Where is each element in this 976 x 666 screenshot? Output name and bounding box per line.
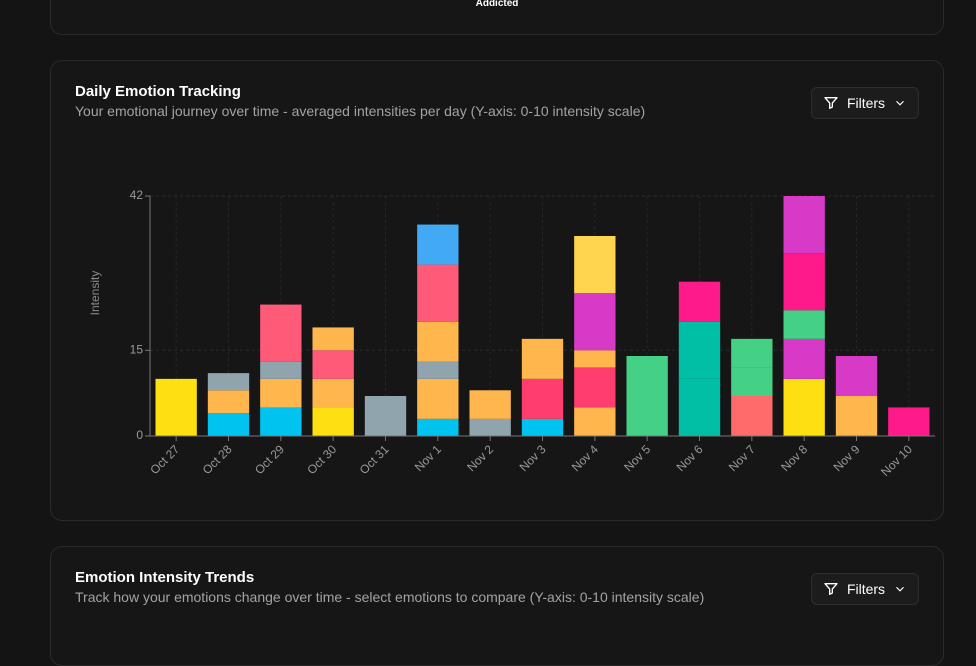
filters-button[interactable]: Filters <box>811 87 919 119</box>
bar-segment <box>574 407 616 436</box>
card-title: Emotion Intensity Trends <box>75 569 255 586</box>
chevron-icon <box>896 586 904 592</box>
top-card: Addicted <box>50 0 944 35</box>
bar-segment <box>417 224 459 265</box>
bar-segment <box>260 407 302 436</box>
bar-segment <box>469 390 511 419</box>
x-tick-label: Oct 28 <box>200 442 235 477</box>
filter-icon <box>824 97 838 109</box>
bar-segment <box>364 396 407 436</box>
card-subtitle: Track how your emotions change over time… <box>75 589 705 605</box>
card-title: Daily Emotion Tracking <box>75 83 241 100</box>
bar-segment <box>207 373 250 391</box>
bar-segment <box>731 396 773 436</box>
x-tick-label: Nov 5 <box>621 442 653 474</box>
bar-segment <box>888 407 930 436</box>
page: { "top_card": {"label": "Addicted"}, "ch… <box>50 0 944 666</box>
bar-segment <box>574 236 616 294</box>
x-tick-label: Oct 30 <box>304 442 339 477</box>
bar-segment <box>521 418 564 436</box>
bar-segment <box>574 350 616 368</box>
x-tick-label: Nov 6 <box>674 442 706 474</box>
x-tick-label: Oct 27 <box>147 442 182 477</box>
y-axis-label: Intensity <box>88 271 102 316</box>
bar-segment <box>678 378 721 436</box>
bar-segment <box>783 378 825 436</box>
filter-icon <box>824 583 838 595</box>
bar-segment <box>731 367 773 396</box>
bar-segment <box>312 407 354 436</box>
bar-segment <box>312 350 354 379</box>
bar-segment <box>678 281 721 322</box>
x-tick-label: Nov 3 <box>517 442 549 474</box>
bar-segment <box>783 196 825 254</box>
bar-segment <box>155 378 197 436</box>
bar-segment <box>312 378 354 408</box>
bar-segment <box>783 338 825 379</box>
button-label: Filters <box>846 581 886 597</box>
y-tick-label: 15 <box>130 342 144 356</box>
bar-segment <box>260 378 302 408</box>
bar-segment <box>260 304 302 362</box>
bar-segment <box>835 396 878 436</box>
bar-segment <box>207 390 250 414</box>
card-subtitle: Your emotional journey over time - avera… <box>75 103 646 119</box>
bar-segment <box>417 378 459 419</box>
x-tick-label: Nov 8 <box>778 442 810 474</box>
bar-segment <box>783 310 825 339</box>
chart: Intensity 0 15 42 Oct 27 Oct 28 Oct 29 Oct 30 O… <box>88 188 935 479</box>
bar-segment <box>783 253 825 311</box>
bar-segment <box>417 418 459 436</box>
bar-segment <box>521 338 564 379</box>
bar-segment <box>574 293 616 351</box>
chart-card: Daily Emotion Tracking Your emotional jo… <box>50 60 944 521</box>
y-tick-label: 0 <box>136 428 143 442</box>
x-tick-label: Nov 9 <box>831 442 863 474</box>
bar-segment <box>417 361 459 379</box>
bar-segment <box>312 327 354 351</box>
y-tick-label: 42 <box>130 188 144 202</box>
label: Addicted <box>475 0 519 9</box>
trends-card: Emotion Intensity Trends Track how your … <box>50 546 944 666</box>
x-tick-label: Oct 31 <box>357 442 392 477</box>
bar-segment <box>417 321 459 362</box>
bar-segment <box>469 418 511 436</box>
x-tick-label: Oct 29 <box>252 442 287 477</box>
chevron-icon <box>896 100 904 106</box>
x-tick-label: Nov 7 <box>726 442 758 474</box>
bar-segment <box>207 413 250 436</box>
x-tick-label: Nov 4 <box>569 442 601 474</box>
bar-segment <box>835 356 878 396</box>
x-tick-label: Nov 10 <box>878 442 915 479</box>
bar-segment <box>574 367 616 408</box>
bar-segment <box>521 378 564 419</box>
bar-segment <box>678 321 721 379</box>
bar-segment <box>417 264 459 322</box>
button-label: Filters <box>846 95 886 111</box>
x-tick-label: Nov 2 <box>464 442 496 474</box>
bar-segment <box>626 356 668 436</box>
bar-segment <box>260 361 302 379</box>
filters-button[interactable]: Filters <box>811 573 919 605</box>
bar-segment <box>731 338 773 368</box>
x-tick-label: Nov 1 <box>412 442 444 474</box>
